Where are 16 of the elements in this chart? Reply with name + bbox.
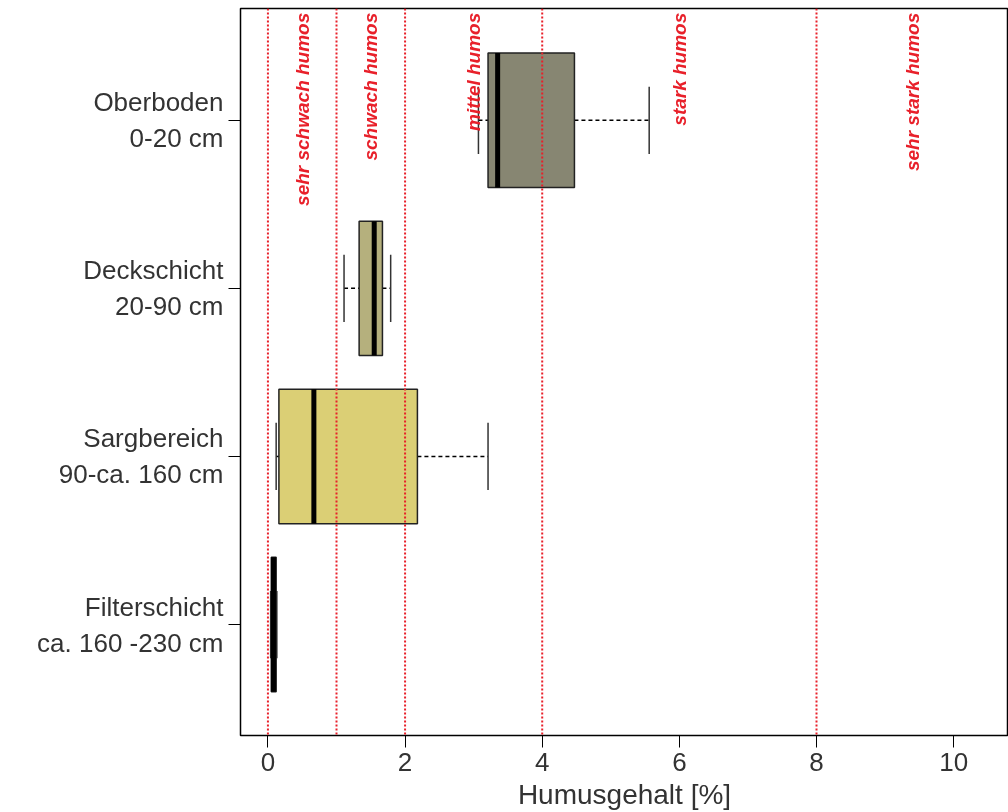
x-tick-label: 6: [672, 746, 687, 777]
x-tick-label: 10: [939, 746, 969, 777]
y-tick-label: Oberboden 0-20 cm: [93, 87, 224, 154]
x-tick-label: 8: [809, 746, 824, 777]
x-tick-label: 2: [397, 746, 413, 777]
y-tick-label: Deckschicht 20-90 cm: [83, 255, 225, 322]
annotation: stark humos: [668, 12, 690, 126]
x-tick-label: 4: [534, 746, 550, 777]
x-tick-label: 0: [260, 746, 276, 777]
x-axis-title: Humusgehalt [%]: [517, 778, 732, 810]
y-tick-label: Sargbereich 90-ca. 160 cm: [58, 423, 224, 490]
annotation: mittel humos: [463, 12, 485, 131]
annotation: sehr stark humos: [902, 12, 923, 172]
y-tick-label: Filterschicht ca. 160 -230 cm: [37, 591, 225, 658]
annotation: schwach humos: [360, 12, 382, 161]
annotation: sehr schwach humos: [291, 12, 313, 206]
